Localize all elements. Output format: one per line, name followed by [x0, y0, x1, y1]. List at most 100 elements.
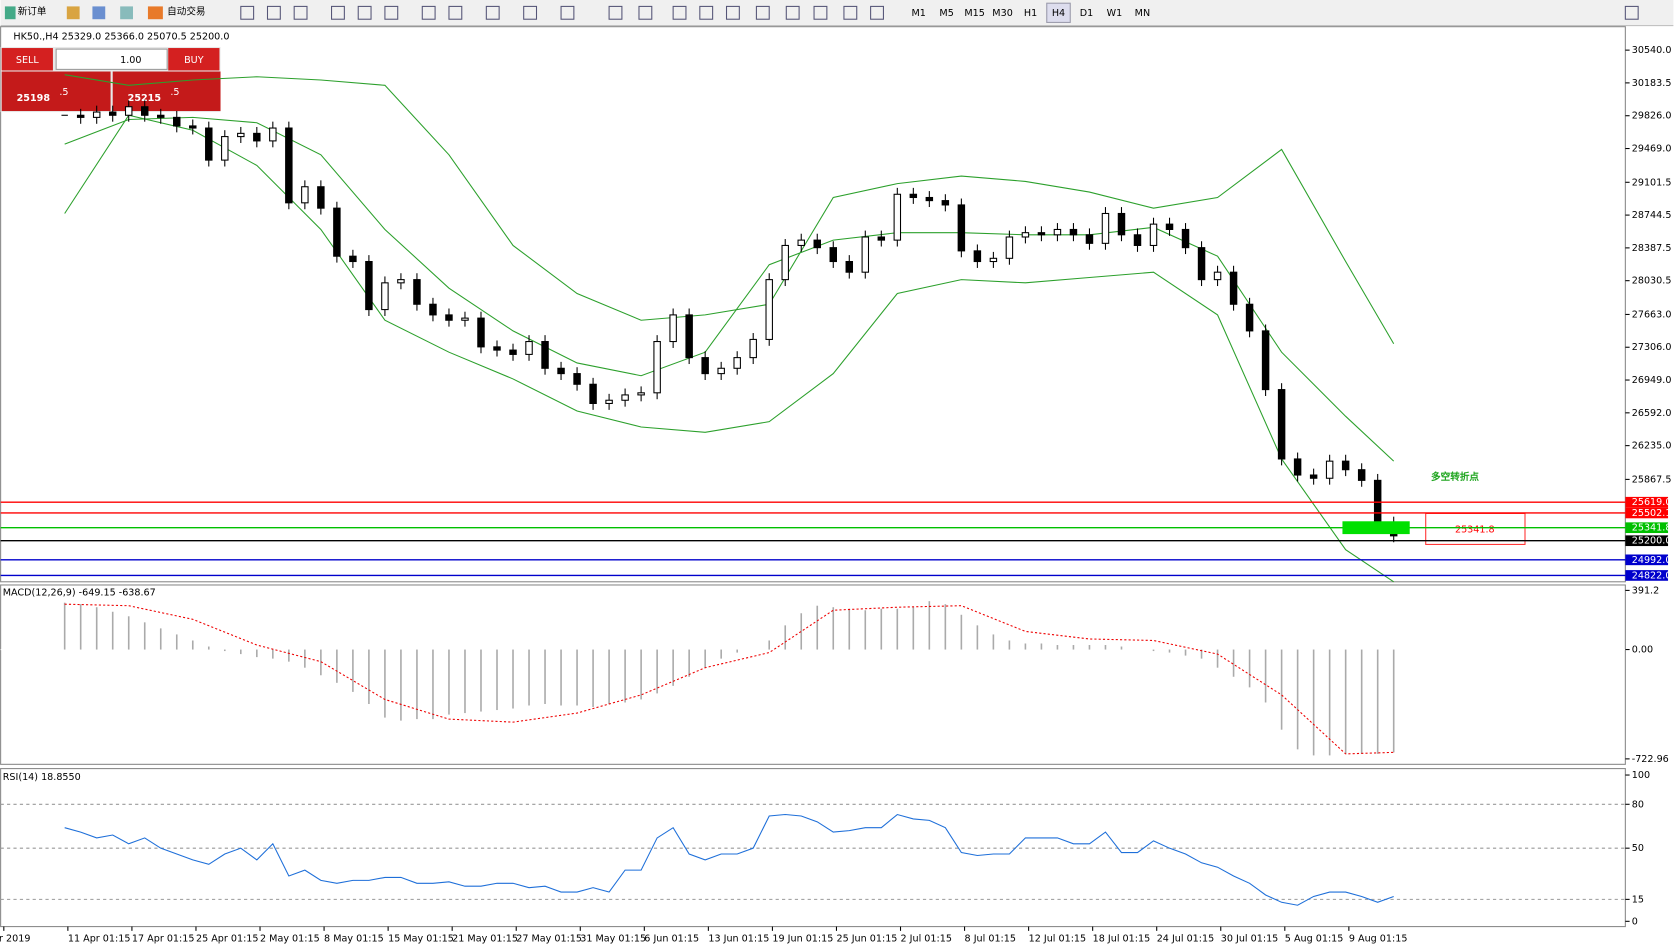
- candle: [781, 244, 789, 281]
- candle: [941, 200, 950, 206]
- x-tick-label: 15 May 01:15: [388, 933, 454, 944]
- bollinger-upper: [64, 74, 1395, 345]
- sell-price: 25198: [17, 93, 51, 104]
- candle: [333, 207, 341, 257]
- timeframe-button[interactable]: H1: [1024, 8, 1037, 19]
- timeframe-button[interactable]: M30: [992, 8, 1013, 19]
- tool-icon[interactable]: [357, 5, 372, 20]
- x-tick-label: 24 Jul 01:15: [1157, 933, 1215, 944]
- y-tick-label: 28030.5: [1632, 276, 1672, 287]
- tool-icon[interactable]: [1624, 5, 1639, 20]
- tool-icon[interactable]: [384, 5, 399, 20]
- candle: [765, 279, 773, 340]
- timeframe-button[interactable]: M5: [939, 8, 953, 19]
- candle: [957, 204, 966, 252]
- candle: [1261, 330, 1270, 391]
- buy-label[interactable]: BUY: [184, 55, 204, 66]
- x-tick-label: 8 May 01:15: [324, 933, 384, 944]
- lots-input[interactable]: [55, 48, 168, 70]
- tool-icon[interactable]: [485, 5, 500, 20]
- candle: [925, 196, 934, 202]
- sell-label[interactable]: SELL: [16, 55, 39, 66]
- y-tick-label: 26592.0: [1632, 408, 1672, 419]
- candle: [1341, 460, 1350, 471]
- y-tick-label: 25867.5: [1632, 474, 1672, 485]
- candle: [813, 239, 821, 249]
- x-tick-label: 30 Jul 01:15: [1221, 933, 1279, 944]
- timeframe-active: [1046, 2, 1071, 23]
- tool-icons: [240, 5, 1639, 20]
- tool-icon[interactable]: [755, 5, 770, 20]
- tool-icon[interactable]: [240, 5, 255, 20]
- level-label: 24822.0: [1632, 570, 1672, 581]
- new-order-icon[interactable]: [4, 6, 16, 20]
- tool-icon[interactable]: [331, 5, 345, 20]
- timeframe-button[interactable]: D1: [1080, 8, 1094, 19]
- x-tick-label: 11 Apr 01:15: [68, 933, 131, 944]
- tool-icon[interactable]: [293, 5, 308, 20]
- candle: [605, 399, 613, 404]
- candle: [1133, 234, 1142, 246]
- candle: [1293, 458, 1302, 476]
- tool-icon[interactable]: [448, 5, 463, 20]
- candle: [541, 341, 549, 369]
- timeframe-button[interactable]: H4: [1052, 8, 1065, 19]
- candle: [909, 193, 918, 199]
- timeframe-button[interactable]: MN: [1135, 8, 1150, 19]
- tool-icon[interactable]: [421, 5, 436, 20]
- macd-title: MACD(12,26,9) -649.15 -638.67: [3, 587, 156, 598]
- y-tick-label: 100: [1632, 770, 1650, 781]
- tool-icon[interactable]: [785, 5, 800, 20]
- level-label: 25200.0: [1632, 536, 1672, 547]
- buy-price-box[interactable]: [112, 71, 221, 112]
- candle: [397, 279, 405, 284]
- tool-icon[interactable]: [813, 5, 828, 20]
- buy-button[interactable]: [168, 48, 220, 71]
- candle: [1117, 212, 1126, 236]
- candle: [797, 239, 805, 246]
- tool-icon[interactable]: [725, 5, 740, 20]
- candle: [893, 193, 902, 241]
- candle: [621, 394, 629, 401]
- new-order-button[interactable]: 新订单: [18, 6, 47, 18]
- candle: [221, 136, 229, 161]
- candle: [301, 186, 309, 204]
- tool-icon[interactable]: [120, 6, 133, 20]
- sell-price-box[interactable]: [1, 71, 111, 112]
- tool-icon[interactable]: [266, 5, 281, 20]
- tool-icon[interactable]: [92, 6, 106, 20]
- note-box: [1425, 512, 1526, 545]
- main-panel: [0, 26, 1626, 583]
- candle: [973, 250, 982, 263]
- tool-icon[interactable]: [870, 5, 884, 20]
- candle: [589, 383, 597, 404]
- tool-icon[interactable]: [843, 5, 858, 20]
- candle: [861, 236, 870, 273]
- candle: [557, 367, 565, 375]
- candle: [1085, 234, 1094, 244]
- x-tick-label: 31 May 01:15: [580, 933, 646, 944]
- timeframe-button[interactable]: M1: [911, 8, 925, 19]
- auto-trade-icon[interactable]: [147, 6, 163, 20]
- tool-icon[interactable]: [523, 5, 538, 20]
- level-note: 25341.8: [1455, 524, 1495, 535]
- tool-icon[interactable]: [699, 5, 714, 20]
- candle: [845, 260, 854, 273]
- tool-icon[interactable]: [672, 5, 687, 20]
- rsi-title: RSI(14) 18.8550: [3, 772, 81, 783]
- candle: [173, 116, 181, 127]
- candle: [1101, 212, 1110, 244]
- tool-icon[interactable]: [66, 6, 80, 20]
- x-tick-label: 12 Jul 01:15: [1029, 933, 1087, 944]
- timeframe-button[interactable]: M15: [964, 8, 985, 19]
- sell-button[interactable]: [1, 48, 53, 71]
- timeframe-button[interactable]: W1: [1107, 8, 1123, 19]
- tool-icon[interactable]: [608, 5, 623, 20]
- tool-icon[interactable]: [638, 5, 653, 20]
- lots-value[interactable]: 1.00: [120, 55, 141, 66]
- x-tick-label: 13 Jun 01:15: [708, 933, 769, 944]
- auto-trade-button[interactable]: 自动交易: [167, 6, 205, 18]
- timeframes: M1 M5 M15 M30 H1 H4 D1 W1 MN: [911, 2, 1150, 23]
- tool-icon[interactable]: [560, 5, 575, 20]
